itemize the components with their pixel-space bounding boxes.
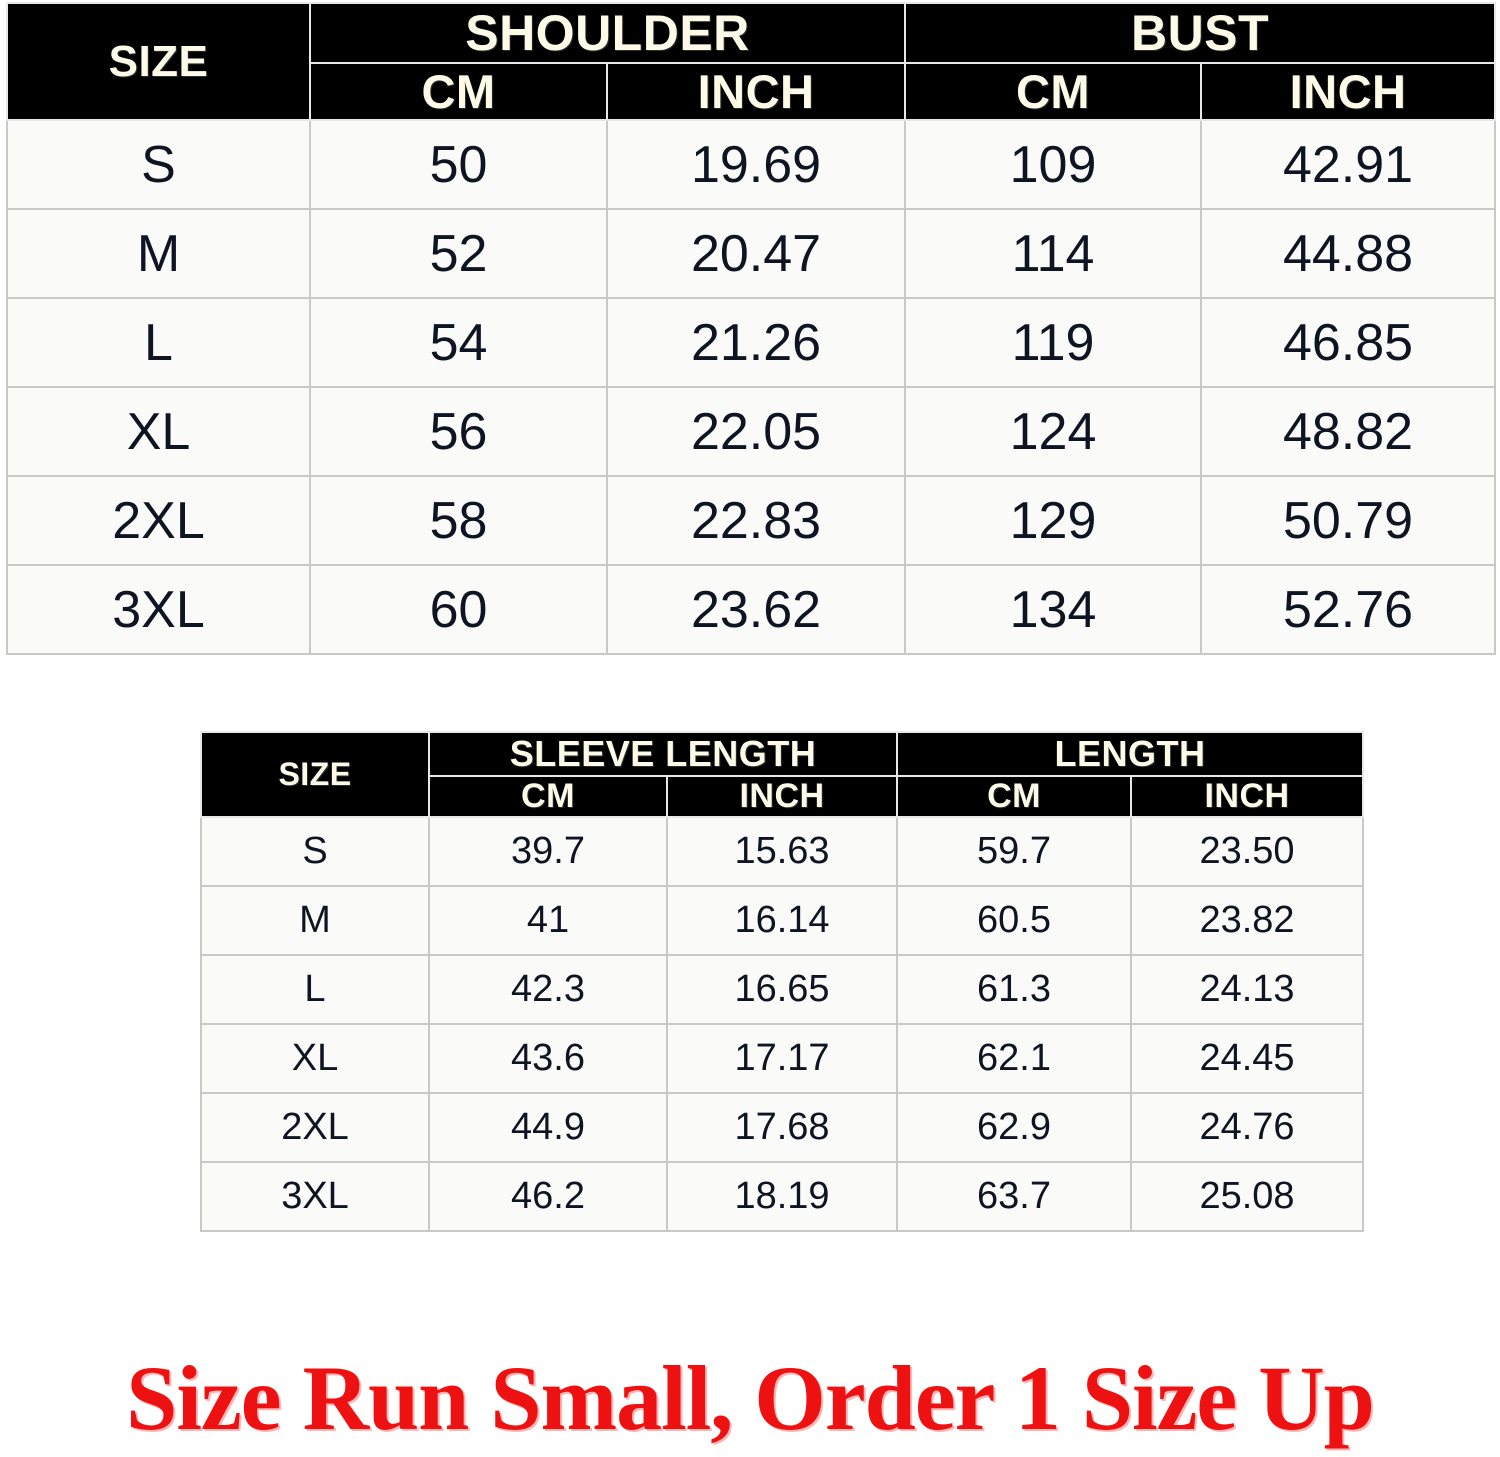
header-bust-inch: INCH xyxy=(1200,62,1497,121)
cell-length-inch: 24.45 xyxy=(1130,1023,1365,1094)
header-row-groups: SIZE SHOULDER BUST xyxy=(6,2,1497,121)
table-row: L 42.3 16.65 61.3 24.13 xyxy=(200,954,1365,1025)
cell-bust-cm: 119 xyxy=(904,297,1203,388)
cell-sleeve-inch: 18.19 xyxy=(665,1161,899,1232)
header-group-length: LENGTH xyxy=(896,731,1365,777)
size-chart-table-shoulder-bust: SIZE SHOULDER BUST CM INCH CM INCH S 50 … xyxy=(6,2,1497,655)
table-header: SIZE SHOULDER BUST CM INCH CM INCH xyxy=(6,2,1497,121)
cell-sleeve-inch: 17.17 xyxy=(665,1023,899,1094)
table-row: 2XL 44.9 17.68 62.9 24.76 xyxy=(200,1092,1365,1163)
cell-sleeve-inch: 15.63 xyxy=(665,816,899,887)
cell-size: 3XL xyxy=(6,564,311,655)
cell-bust-cm: 134 xyxy=(904,564,1203,655)
cell-size: M xyxy=(6,208,311,299)
cell-length-cm: 62.9 xyxy=(896,1092,1133,1163)
cell-size: S xyxy=(200,816,430,887)
header-bust-cm: CM xyxy=(904,62,1203,121)
header-shoulder-cm: CM xyxy=(309,62,608,121)
cell-bust-inch: 52.76 xyxy=(1200,564,1497,655)
sleeve-length-table-container: SIZE SLEEVE LENGTH LENGTH CM INCH CM INC… xyxy=(200,731,1365,1232)
table-row: XL 43.6 17.17 62.1 24.45 xyxy=(200,1023,1365,1094)
cell-length-cm: 59.7 xyxy=(896,816,1133,887)
size-chart-table-sleeve-length: SIZE SLEEVE LENGTH LENGTH CM INCH CM INC… xyxy=(200,731,1365,1232)
cell-bust-inch: 50.79 xyxy=(1200,475,1497,566)
cell-length-cm: 60.5 xyxy=(896,885,1133,956)
cell-size: XL xyxy=(6,386,311,477)
table-header: SIZE SLEEVE LENGTH LENGTH CM INCH CM INC… xyxy=(200,731,1365,818)
cell-shoulder-cm: 54 xyxy=(309,297,608,388)
header-row-units: CM INCH CM INCH xyxy=(7,62,1497,121)
cell-shoulder-cm: 50 xyxy=(309,119,608,210)
header-size: SIZE xyxy=(200,731,430,818)
table-row: M 52 20.47 114 44.88 xyxy=(6,208,1497,299)
cell-sleeve-cm: 43.6 xyxy=(428,1023,668,1094)
header-length-cm: CM xyxy=(896,775,1133,818)
cell-size: M xyxy=(200,885,430,956)
cell-shoulder-inch: 20.47 xyxy=(605,208,907,299)
header-row-groups: SIZE SLEEVE LENGTH LENGTH xyxy=(200,731,1365,818)
header-length-inch: INCH xyxy=(1130,775,1365,818)
table-row: 3XL 46.2 18.19 63.7 25.08 xyxy=(200,1161,1365,1232)
table-row: 2XL 58 22.83 129 50.79 xyxy=(6,475,1497,566)
cell-shoulder-inch: 22.05 xyxy=(605,386,907,477)
cell-length-inch: 24.13 xyxy=(1130,954,1365,1025)
table-row: M 41 16.14 60.5 23.82 xyxy=(200,885,1365,956)
header-group-shoulder: SHOULDER xyxy=(308,2,907,64)
cell-sleeve-inch: 16.14 xyxy=(665,885,899,956)
cell-length-inch: 23.82 xyxy=(1130,885,1365,956)
header-row-units: CM INCH CM INCH xyxy=(201,775,1365,818)
cell-bust-cm: 114 xyxy=(904,208,1203,299)
cell-size: 2XL xyxy=(200,1092,430,1163)
header-size: SIZE xyxy=(6,2,311,121)
cell-shoulder-cm: 60 xyxy=(309,564,608,655)
cell-shoulder-inch: 19.69 xyxy=(605,119,907,210)
cell-length-inch: 23.50 xyxy=(1130,816,1365,887)
table-body: S 39.7 15.63 59.7 23.50 M 41 16.14 60.5 … xyxy=(200,816,1365,1232)
header-group-sleeve-length: SLEEVE LENGTH xyxy=(427,731,899,777)
cell-length-cm: 62.1 xyxy=(896,1023,1133,1094)
cell-bust-cm: 129 xyxy=(904,475,1203,566)
cell-shoulder-inch: 21.26 xyxy=(605,297,907,388)
cell-length-inch: 25.08 xyxy=(1130,1161,1365,1232)
cell-sleeve-cm: 42.3 xyxy=(428,954,668,1025)
cell-sleeve-inch: 17.68 xyxy=(665,1092,899,1163)
header-group-bust: BUST xyxy=(904,2,1497,64)
table-row: L 54 21.26 119 46.85 xyxy=(6,297,1497,388)
cell-size: 2XL xyxy=(6,475,311,566)
cell-sleeve-cm: 41 xyxy=(428,885,668,956)
cell-shoulder-cm: 52 xyxy=(309,208,608,299)
cell-shoulder-cm: 56 xyxy=(309,386,608,477)
header-sleeve-cm: CM xyxy=(428,775,668,818)
cell-size: XL xyxy=(200,1023,430,1094)
cell-bust-cm: 124 xyxy=(904,386,1203,477)
cell-bust-inch: 44.88 xyxy=(1200,208,1497,299)
cell-shoulder-inch: 23.62 xyxy=(605,564,907,655)
cell-bust-inch: 42.91 xyxy=(1200,119,1497,210)
shoulder-bust-table-container: SIZE SHOULDER BUST CM INCH CM INCH S 50 … xyxy=(6,2,1497,655)
cell-bust-inch: 46.85 xyxy=(1200,297,1497,388)
cell-sleeve-cm: 44.9 xyxy=(428,1092,668,1163)
cell-size: L xyxy=(6,297,311,388)
cell-shoulder-inch: 22.83 xyxy=(605,475,907,566)
header-shoulder-inch: INCH xyxy=(605,62,907,121)
table-row: S 50 19.69 109 42.91 xyxy=(6,119,1497,210)
cell-bust-inch: 48.82 xyxy=(1200,386,1497,477)
size-run-small-notice: Size Run Small, Order 1 Size Up xyxy=(126,1347,1375,1449)
table-body: S 50 19.69 109 42.91 M 52 20.47 114 44.8… xyxy=(6,119,1497,655)
table-row: 3XL 60 23.62 134 52.76 xyxy=(6,564,1497,655)
cell-length-cm: 61.3 xyxy=(896,954,1133,1025)
cell-shoulder-cm: 58 xyxy=(309,475,608,566)
cell-sleeve-cm: 46.2 xyxy=(428,1161,668,1232)
cell-sleeve-cm: 39.7 xyxy=(428,816,668,887)
cell-size: S xyxy=(6,119,311,210)
header-sleeve-inch: INCH xyxy=(665,775,899,818)
table-row: S 39.7 15.63 59.7 23.50 xyxy=(200,816,1365,887)
cell-sleeve-inch: 16.65 xyxy=(665,954,899,1025)
table-row: XL 56 22.05 124 48.82 xyxy=(6,386,1497,477)
cell-size: L xyxy=(200,954,430,1025)
cell-length-cm: 63.7 xyxy=(896,1161,1133,1232)
cell-size: 3XL xyxy=(200,1161,430,1232)
cell-length-inch: 24.76 xyxy=(1130,1092,1365,1163)
cell-bust-cm: 109 xyxy=(904,119,1203,210)
